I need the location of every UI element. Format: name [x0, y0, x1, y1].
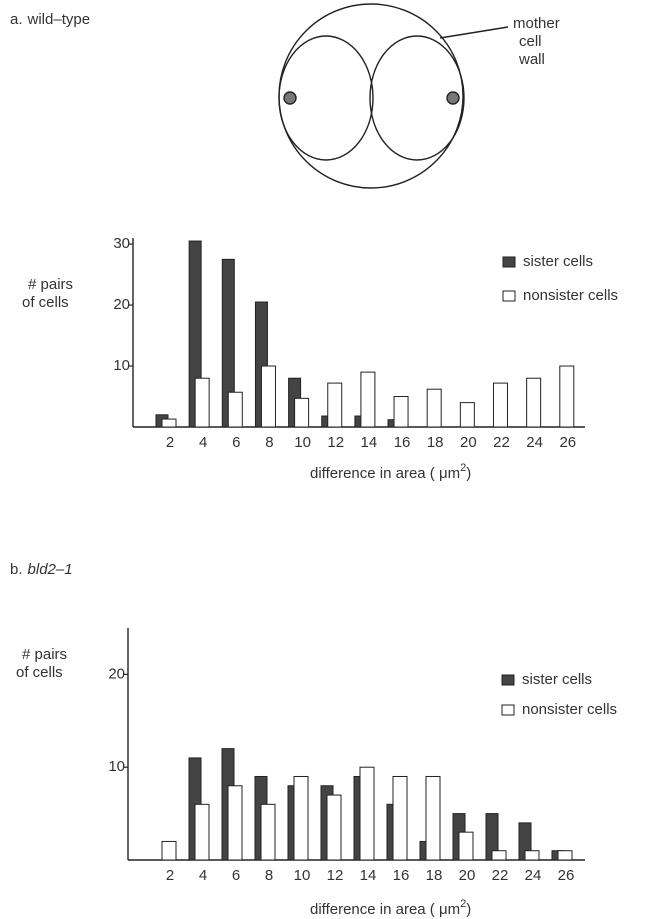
- x-tick-label: 26: [559, 434, 576, 451]
- x-tick-label: 4: [199, 867, 207, 884]
- x-tick-label: 8: [265, 434, 273, 451]
- x-tick-label: 14: [361, 434, 378, 451]
- x-label-main: difference in area ( μm: [310, 901, 460, 918]
- x-tick-label: 12: [327, 434, 344, 451]
- y-axis-label: # pairs: [28, 276, 73, 293]
- nucleus: [447, 92, 459, 104]
- panel-name: wild–type: [27, 11, 91, 28]
- panel-title: b. bld2–1: [10, 561, 73, 578]
- cell-diagram: [279, 4, 508, 188]
- panel-name: bld2–1: [28, 561, 73, 578]
- legend-label: nonsister cells: [522, 701, 617, 718]
- mother-cell-wall: [279, 4, 463, 188]
- diagram-label: cell: [519, 33, 542, 50]
- nonsister-bar: [195, 804, 209, 860]
- nonsister-bar: [460, 403, 474, 427]
- x-tick-label: 24: [526, 434, 543, 451]
- page: mother cell wall a.wild–type 10 20 30 # pair…: [0, 0, 659, 919]
- diagram-label: mother: [513, 15, 560, 32]
- x-tick-label: 4: [199, 434, 207, 451]
- x-tick-label: 18: [427, 434, 444, 451]
- nonsister-bar: [426, 776, 440, 860]
- legend-swatch: [503, 291, 515, 301]
- x-tick-label: 20: [459, 867, 476, 884]
- y-axis-label: # pairs: [22, 646, 67, 663]
- nonsister-bar: [162, 419, 176, 427]
- legend-swatch: [503, 257, 515, 267]
- x-tick-label: 14: [360, 867, 377, 884]
- panel-letter: b.: [10, 561, 23, 578]
- diagram-label: wall: [518, 51, 545, 68]
- x-tick-label: 16: [393, 867, 410, 884]
- nonsister-bar: [328, 383, 342, 427]
- nonsister-bar: [459, 832, 473, 860]
- panel-letter: a.: [10, 11, 23, 28]
- nonsister-bar: [261, 366, 275, 427]
- y-tick-label: 20: [113, 296, 130, 313]
- x-label-main: difference in area ( μm: [310, 465, 460, 482]
- panel-title: a.wild–type: [10, 11, 90, 28]
- nonsister-bar: [294, 776, 308, 860]
- nonsister-bar: [525, 851, 539, 860]
- x-tick-label: 22: [493, 434, 510, 451]
- pointer-line: [440, 27, 508, 38]
- legend-label: nonsister cells: [523, 287, 618, 304]
- nonsister-bar: [558, 851, 572, 860]
- y-tick-label: 10: [108, 758, 125, 775]
- nonsister-bar: [560, 366, 574, 427]
- x-tick-label: 10: [294, 867, 311, 884]
- nucleus: [284, 92, 296, 104]
- y-axis-label: of cells: [16, 664, 63, 681]
- x-tick-label: 6: [232, 434, 240, 451]
- nonsister-bar: [195, 378, 209, 427]
- x-tick-label: 22: [492, 867, 509, 884]
- figure: mother cell wall a.wild–type 10 20 30 # pair…: [0, 0, 659, 919]
- nonsister-bar: [228, 392, 242, 427]
- y-axis-label: of cells: [22, 294, 69, 311]
- y-tick-label: 30: [113, 235, 130, 252]
- x-tick-label: 24: [525, 867, 542, 884]
- x-tick-label: 26: [558, 867, 575, 884]
- nonsister-bar: [427, 389, 441, 427]
- x-tick-label: 12: [327, 867, 344, 884]
- nonsister-bar: [393, 776, 407, 860]
- x-tick-label: 16: [394, 434, 411, 451]
- x-tick-label: 18: [426, 867, 443, 884]
- legend-swatch: [502, 705, 514, 715]
- legend-swatch: [502, 675, 514, 685]
- nonsister-bar: [361, 372, 375, 427]
- nonsister-bar: [162, 841, 176, 860]
- x-axis-label: difference in area ( μm2): [310, 898, 471, 918]
- x-tick-label: 2: [166, 867, 174, 884]
- x-tick-label: 6: [232, 867, 240, 884]
- nonsister-bar: [360, 767, 374, 860]
- x-axis-label: difference in area ( μm2): [310, 462, 471, 482]
- nonsister-bar: [295, 398, 309, 427]
- y-tick-label: 10: [113, 357, 130, 374]
- nonsister-bar: [394, 397, 408, 427]
- x-tick-label: 8: [265, 867, 273, 884]
- nonsister-bar: [494, 383, 508, 427]
- nonsister-bar: [527, 378, 541, 427]
- nonsister-bar: [228, 786, 242, 860]
- y-tick-label: 20: [108, 665, 125, 682]
- nonsister-bar: [327, 795, 341, 860]
- nonsister-bar: [261, 804, 275, 860]
- x-tick-label: 20: [460, 434, 477, 451]
- x-tick-label: 10: [294, 434, 311, 451]
- legend-label: sister cells: [523, 253, 593, 270]
- nonsister-bar: [492, 851, 506, 860]
- x-label-end: ): [466, 465, 471, 482]
- x-label-end: ): [466, 901, 471, 918]
- legend-label: sister cells: [522, 671, 592, 688]
- x-tick-label: 2: [166, 434, 174, 451]
